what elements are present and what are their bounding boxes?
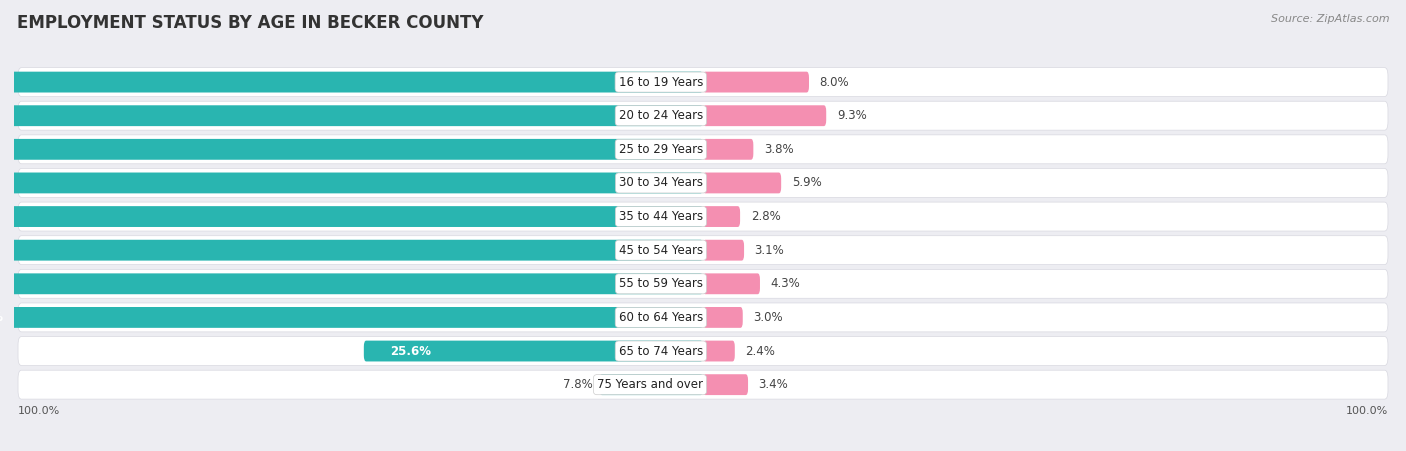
FancyBboxPatch shape: [703, 206, 740, 227]
FancyBboxPatch shape: [18, 236, 1388, 265]
Text: 3.0%: 3.0%: [754, 311, 783, 324]
Text: EMPLOYMENT STATUS BY AGE IN BECKER COUNTY: EMPLOYMENT STATUS BY AGE IN BECKER COUNT…: [17, 14, 484, 32]
Text: 20 to 24 Years: 20 to 24 Years: [619, 109, 703, 122]
FancyBboxPatch shape: [703, 105, 827, 126]
Text: 100.0%: 100.0%: [1346, 406, 1388, 416]
Text: 30 to 34 Years: 30 to 34 Years: [619, 176, 703, 189]
FancyBboxPatch shape: [18, 303, 1388, 332]
FancyBboxPatch shape: [18, 370, 1388, 399]
FancyBboxPatch shape: [703, 139, 754, 160]
Text: 45 to 54 Years: 45 to 54 Years: [619, 244, 703, 257]
FancyBboxPatch shape: [703, 341, 735, 361]
Text: 3.1%: 3.1%: [755, 244, 785, 257]
Text: 2.4%: 2.4%: [745, 345, 775, 358]
Text: 25 to 29 Years: 25 to 29 Years: [619, 143, 703, 156]
Text: Source: ZipAtlas.com: Source: ZipAtlas.com: [1271, 14, 1389, 23]
FancyBboxPatch shape: [0, 206, 703, 227]
FancyBboxPatch shape: [0, 240, 703, 261]
Text: 8.0%: 8.0%: [820, 76, 849, 88]
FancyBboxPatch shape: [703, 240, 744, 261]
FancyBboxPatch shape: [0, 173, 703, 193]
FancyBboxPatch shape: [18, 336, 1388, 365]
Text: 9.3%: 9.3%: [837, 109, 866, 122]
Text: 5.9%: 5.9%: [792, 176, 821, 189]
Text: 7.8%: 7.8%: [564, 378, 593, 391]
FancyBboxPatch shape: [18, 169, 1388, 198]
Text: 25.6%: 25.6%: [391, 345, 432, 358]
FancyBboxPatch shape: [364, 341, 703, 361]
FancyBboxPatch shape: [18, 202, 1388, 231]
Text: 57.9%: 57.9%: [0, 311, 3, 324]
Text: 16 to 19 Years: 16 to 19 Years: [619, 76, 703, 88]
FancyBboxPatch shape: [18, 269, 1388, 298]
FancyBboxPatch shape: [600, 374, 703, 395]
Text: 4.3%: 4.3%: [770, 277, 800, 290]
FancyBboxPatch shape: [703, 72, 808, 92]
Text: 35 to 44 Years: 35 to 44 Years: [619, 210, 703, 223]
FancyBboxPatch shape: [0, 72, 703, 92]
Text: 3.8%: 3.8%: [763, 143, 793, 156]
Text: 100.0%: 100.0%: [18, 406, 60, 416]
Text: 2.8%: 2.8%: [751, 210, 780, 223]
FancyBboxPatch shape: [703, 173, 782, 193]
FancyBboxPatch shape: [703, 307, 742, 328]
Text: 3.4%: 3.4%: [759, 378, 789, 391]
Text: 55 to 59 Years: 55 to 59 Years: [619, 277, 703, 290]
FancyBboxPatch shape: [0, 307, 703, 328]
Text: 60 to 64 Years: 60 to 64 Years: [619, 311, 703, 324]
FancyBboxPatch shape: [0, 105, 703, 126]
FancyBboxPatch shape: [18, 68, 1388, 97]
Text: 65 to 74 Years: 65 to 74 Years: [619, 345, 703, 358]
FancyBboxPatch shape: [703, 374, 748, 395]
FancyBboxPatch shape: [18, 135, 1388, 164]
FancyBboxPatch shape: [0, 273, 703, 294]
Text: 75 Years and over: 75 Years and over: [598, 378, 703, 391]
FancyBboxPatch shape: [0, 139, 703, 160]
FancyBboxPatch shape: [18, 101, 1388, 130]
FancyBboxPatch shape: [703, 273, 761, 294]
